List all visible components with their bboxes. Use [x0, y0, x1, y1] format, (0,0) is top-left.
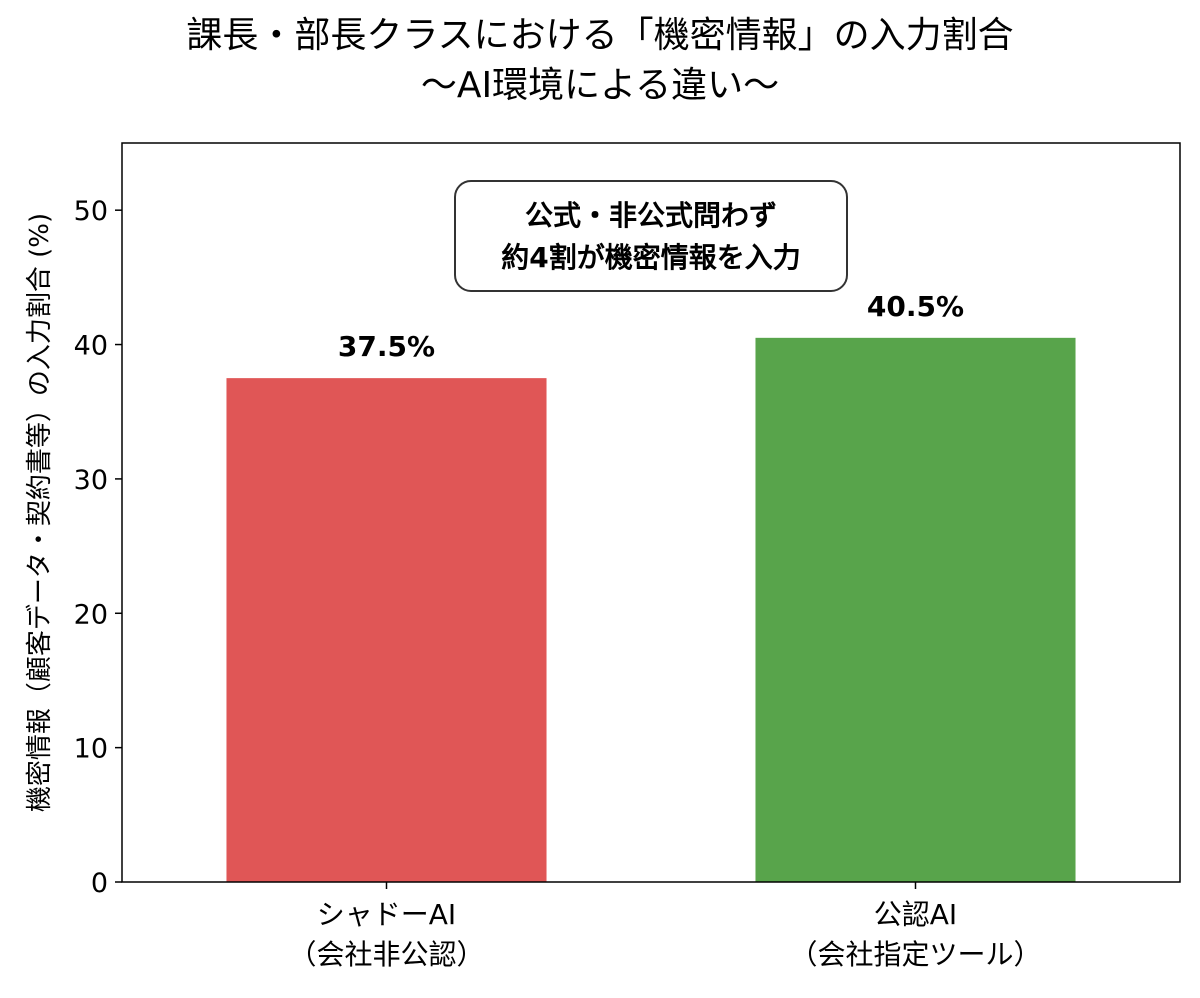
chart-subtitle: 〜AI環境による違い〜	[420, 65, 780, 106]
x-tick-label: （会社指定ツール）	[789, 938, 1041, 971]
x-tick-label: 公認AI	[874, 898, 957, 931]
bar	[226, 378, 547, 882]
y-axis: 0 10 20 30 40 50	[74, 196, 122, 899]
bars-layer	[226, 337, 1076, 882]
annotation-text: 公式・非公式問わず	[525, 199, 777, 232]
y-axis-label: 機密情報（顧客データ・契約書等）の入力割合 (%)	[25, 213, 55, 812]
plot-frame	[121, 142, 1181, 883]
bar-value-label: 37.5%	[338, 330, 435, 363]
annotation-text: 約4割が機密情報を入力	[501, 241, 800, 274]
x-axis: シャドーAI （会社非公認） 公認AI （会社指定ツール）	[288, 882, 1042, 971]
y-tick-label: 40	[74, 331, 108, 362]
y-tick-label: 50	[74, 196, 108, 227]
data-labels: 37.5% 40.5%	[338, 290, 964, 363]
y-tick-label: 30	[74, 465, 108, 496]
bar	[755, 337, 1076, 882]
annotation-frame	[454, 180, 848, 292]
bar-value-label: 40.5%	[867, 290, 964, 323]
y-tick-label: 20	[74, 599, 108, 630]
y-tick-label: 0	[91, 868, 108, 899]
x-tick-label: シャドーAI	[317, 898, 456, 931]
chart-title: 課長・部長クラスにおける「機密情報」の入力割合	[186, 15, 1014, 56]
x-tick-label: （会社非公認）	[288, 938, 484, 971]
y-tick-label: 10	[74, 734, 108, 765]
